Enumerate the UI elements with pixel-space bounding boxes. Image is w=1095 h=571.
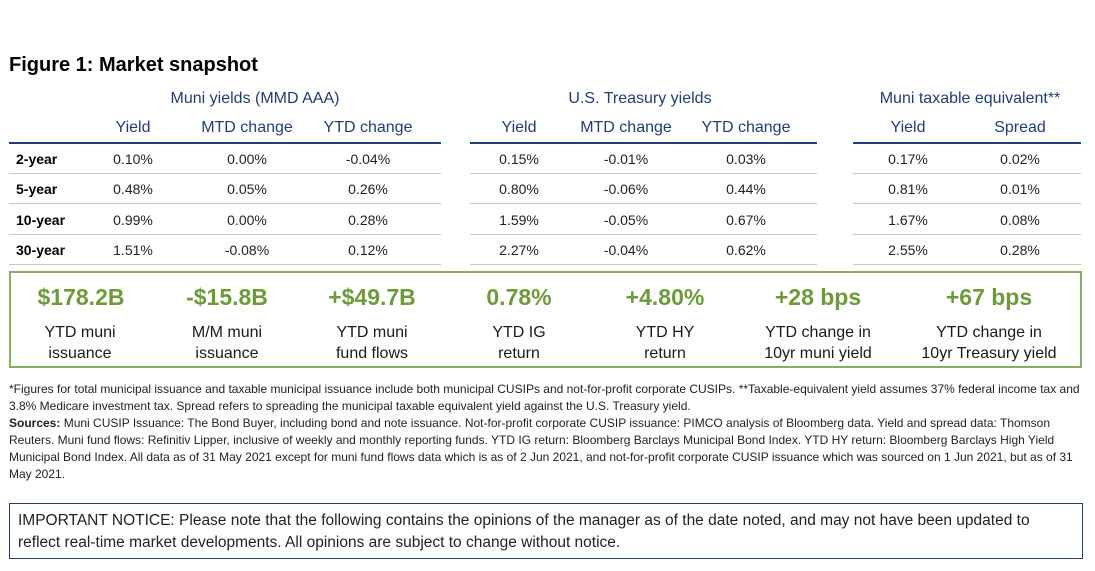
table-cell: 1.59% [499,212,539,228]
row-label-30yr: 30-year [16,242,66,258]
kpi-label-treasury-yield-change: YTD change in 10yr Treasury yield [889,322,1089,364]
row-divider [9,234,441,235]
row-divider [470,234,817,235]
table-cell: -0.04% [345,151,391,167]
kpi-label-line: issuance [48,345,112,362]
table-cell: 0.02% [1000,151,1040,167]
col-header-treasury-yield: Yield [501,119,537,136]
table-cell: 0.81% [888,181,928,197]
row-divider [9,203,441,204]
col-header-muni-mtd: MTD change [201,119,293,136]
group-header-treasury: U.S. Treasury yields [568,90,712,107]
kpi-panel [9,271,1082,368]
table-cell: 0.62% [726,242,766,258]
group-header-taxable: Muni taxable equivalent** [879,90,1061,107]
table-cell: 0.03% [726,151,766,167]
table-cell: 1.67% [888,212,928,228]
kpi-value-ig-return: 0.78% [486,284,552,310]
kpi-label-line: 10yr muni yield [764,345,872,362]
kpi-value-hy-return: +4.80% [625,284,705,310]
table-cell: 0.17% [888,151,928,167]
kpi-label-line: issuance [195,345,259,362]
row-divider [9,264,441,265]
kpi-label-mm-issuance: M/M muni issuance [127,322,327,364]
table-cell: 0.01% [1000,181,1040,197]
kpi-value-mm-issuance: -$15.8B [186,284,268,310]
kpi-label-hy-return: YTD HY return [565,322,765,364]
header-rule-taxable [853,142,1081,144]
kpi-label-line: YTD change in [765,324,871,341]
footnotes: *Figures for total municipal issuance an… [9,381,1084,483]
table-cell: 0.10% [113,151,153,167]
table-cell: -0.05% [603,212,649,228]
footnote-text: *Figures for total municipal issuance an… [9,382,1080,413]
kpi-label-line: YTD muni [336,324,408,341]
kpi-label-line: YTD IG [492,324,546,341]
table-cell: -0.01% [603,151,649,167]
kpi-label-ig-return: YTD IG return [419,322,619,364]
important-notice: IMPORTANT NOTICE: Please note that the f… [9,503,1083,559]
kpi-label-line: YTD change in [936,324,1042,341]
table-cell: -0.04% [603,242,649,258]
col-header-taxable-spread: Spread [994,119,1046,136]
kpi-value-ytd-issuance: $178.2B [37,284,125,310]
kpi-label-line: M/M muni [191,324,263,341]
table-cell: 0.15% [499,151,539,167]
col-header-muni-yield: Yield [115,119,151,136]
table-cell: -0.06% [603,181,649,197]
col-header-taxable-yield: Yield [890,119,926,136]
row-divider [853,264,1081,265]
kpi-label-line: 10yr Treasury yield [921,345,1057,362]
kpi-label-line: fund flows [335,345,409,362]
sources-text: Muni CUSIP Issuance: The Bond Buyer, inc… [9,416,1073,481]
header-rule-muni [9,142,441,144]
table-cell: 0.00% [227,151,267,167]
kpi-label-ytd-issuance: YTD muni issuance [0,322,180,364]
table-cell: 2.55% [888,242,928,258]
table-cell: 0.00% [227,212,267,228]
group-header-muni: Muni yields (MMD AAA) [170,90,340,107]
kpi-label-muni-yield-change: YTD change in 10yr muni yield [718,322,918,364]
table-cell: -0.08% [224,242,270,258]
table-cell: 0.05% [227,181,267,197]
kpi-label-line: YTD muni [44,324,116,341]
kpi-label-line: return [644,345,686,362]
kpi-label-line: YTD HY [635,324,695,341]
row-divider [470,264,817,265]
table-cell: 0.44% [726,181,766,197]
row-label-10yr: 10-year [16,212,66,228]
row-divider [470,173,817,174]
table-cell: 2.27% [499,242,539,258]
table-cell: 0.99% [113,212,153,228]
kpi-label-line: return [498,345,540,362]
header-rule-treasury [470,142,817,144]
table-cell: 0.28% [1000,242,1040,258]
row-divider [470,203,817,204]
row-divider [853,234,1081,235]
row-label-5yr: 5-year [16,181,58,197]
row-divider [9,173,441,174]
col-header-treasury-ytd: YTD change [701,119,791,136]
table-cell: 0.08% [1000,212,1040,228]
table-cell: 0.48% [113,181,153,197]
page-title: Figure 1: Market snapshot [9,54,258,76]
col-header-treasury-mtd: MTD change [580,119,672,136]
table-cell: 0.67% [726,212,766,228]
kpi-value-treasury-yield-change: +67 bps [945,284,1033,310]
table-cell: 0.80% [499,181,539,197]
table-cell: 1.51% [113,242,153,258]
col-header-muni-ytd: YTD change [323,119,413,136]
table-cell: 0.28% [348,212,388,228]
table-cell: 0.12% [348,242,388,258]
row-divider [853,203,1081,204]
kpi-value-muni-yield-change: +28 bps [774,284,862,310]
table-cell: 0.26% [348,181,388,197]
kpi-label-fund-flows: YTD muni fund flows [272,322,472,364]
row-divider [853,173,1081,174]
row-label-2yr: 2-year [16,151,58,167]
sources-label: Sources: [9,416,61,430]
kpi-value-fund-flows: +$49.7B [328,284,416,310]
